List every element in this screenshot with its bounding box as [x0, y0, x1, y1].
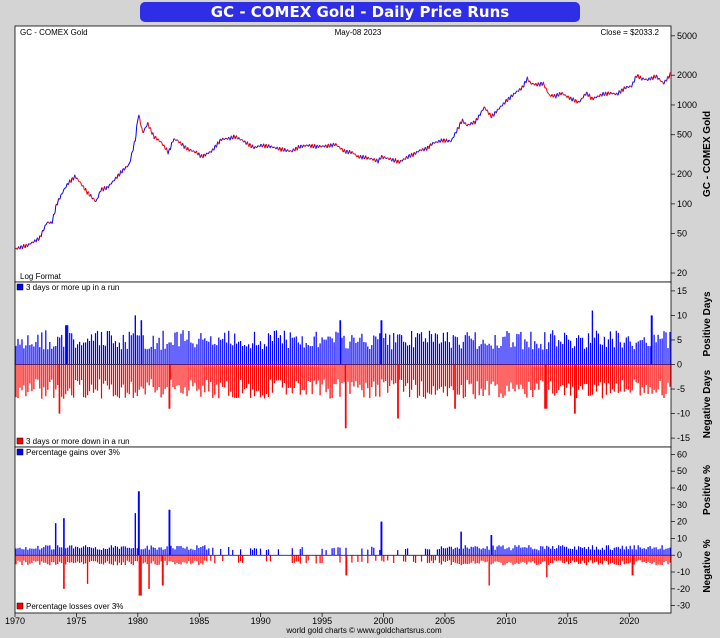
- chart-title: GC - COMEX Gold - Daily Price Runs: [211, 3, 509, 21]
- pct-tick-label: -10: [677, 567, 690, 577]
- days-axis-title-top: Positive Days: [702, 291, 713, 356]
- days-tick-label: -10: [677, 409, 690, 419]
- days-positive-bars: [15, 310, 671, 365]
- date-label: May-08 2023: [335, 28, 382, 37]
- x-tick-label: 2015: [558, 616, 578, 626]
- title-bar: [140, 2, 580, 22]
- days-tick-label: 10: [677, 310, 687, 320]
- run-percent-panel: [14, 446, 672, 614]
- price-tick-label: 2000: [677, 70, 697, 80]
- price-tick-label: 200: [677, 169, 692, 179]
- legend-up-pct-swatch: [16, 448, 24, 456]
- days-tick-label: -15: [677, 433, 690, 443]
- legend-down-days-swatch: [16, 437, 24, 445]
- chart-marks: 2050100200500100020005000-15-10-5051015-…: [5, 31, 697, 626]
- x-tick-label: 2005: [435, 616, 455, 626]
- x-tick-label: 1970: [5, 616, 25, 626]
- price-panel: [14, 25, 672, 283]
- legend-up-days-swatch: [16, 283, 24, 291]
- price-series-down: [15, 72, 672, 250]
- legend-down-pct: Percentage losses over 3%: [26, 602, 123, 611]
- days-tick-label: 5: [677, 335, 682, 345]
- symbol-label: GC - COMEX Gold: [20, 28, 88, 37]
- pct-axis-title-top: Positive %: [702, 465, 713, 515]
- pct-tick-label: 50: [677, 466, 687, 476]
- price-series-up: [14, 72, 671, 250]
- pct-tick-label: 20: [677, 517, 687, 527]
- pct-tick-label: -20: [677, 584, 690, 594]
- x-tick-label: 2020: [619, 616, 639, 626]
- pct-tick-label: 60: [677, 449, 687, 459]
- x-tick-label: 2000: [374, 616, 394, 626]
- legend-down-days: 3 days or more down in a run: [26, 437, 130, 446]
- x-tick-label: 2010: [496, 616, 516, 626]
- legend-up-days: 3 days or more up in a run: [26, 283, 119, 292]
- x-tick-label: 1980: [128, 616, 148, 626]
- price-tick-label: 20: [677, 268, 687, 278]
- legend-up-pct: Percentage gains over 3%: [26, 448, 120, 457]
- legend-down-pct-swatch: [16, 602, 24, 610]
- footer-credit: world gold charts © www.goldchartsrus.co…: [285, 626, 442, 635]
- price-tick-label: 500: [677, 130, 692, 140]
- pct-positive-bars: [15, 491, 671, 556]
- days-tick-label: -5: [677, 384, 685, 394]
- pct-tick-label: 0: [677, 550, 682, 560]
- days-axis-title-bottom: Negative Days: [702, 369, 713, 438]
- price-tick-label: 5000: [677, 31, 697, 41]
- price-tick-label: 100: [677, 199, 692, 209]
- pct-tick-label: 40: [677, 483, 687, 493]
- days-negative-bars: [15, 364, 671, 429]
- price-tick-label: 50: [677, 229, 687, 239]
- pct-axis-title-bottom: Negative %: [702, 539, 713, 592]
- log-format-note: Log Format: [20, 272, 62, 281]
- x-tick-label: 1985: [189, 616, 209, 626]
- pct-tick-label: -30: [677, 601, 690, 611]
- days-tick-label: 15: [677, 286, 687, 296]
- x-tick-label: 1990: [251, 616, 271, 626]
- price-tick-label: 1000: [677, 100, 697, 110]
- pct-tick-label: 30: [677, 500, 687, 510]
- x-tick-label: 1975: [66, 616, 86, 626]
- days-tick-label: 0: [677, 360, 682, 370]
- close-label: Close = $2033.2: [601, 28, 660, 37]
- pct-negative-bars: [15, 555, 671, 596]
- price-axis-title: GC - COMEX Gold: [702, 111, 713, 197]
- x-tick-label: 1995: [312, 616, 332, 626]
- pct-tick-label: 10: [677, 533, 687, 543]
